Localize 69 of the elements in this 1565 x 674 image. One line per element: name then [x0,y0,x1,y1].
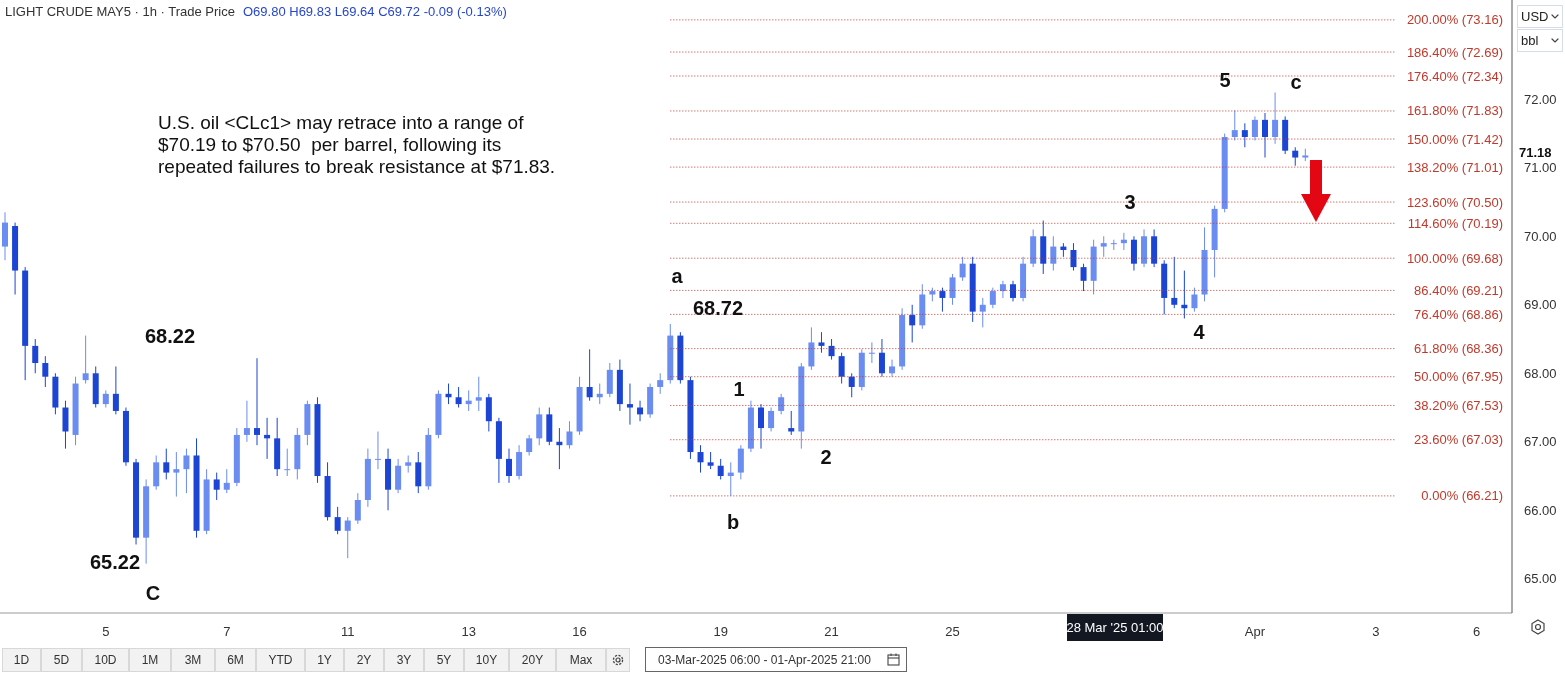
ref-line-label: 86.40% (69.21) [1414,282,1503,298]
y-tick-label: 67.00 [1524,434,1557,450]
chart-subtitle: O69.80 H69.83 L69.64 C69.72 -0.09 (-0.13%) [242,4,507,19]
x-tick-label: 21 [824,624,839,640]
range-button: 6M [215,648,256,672]
ref-line-label: 100.00% (69.68) [1406,250,1503,266]
range-button: 10Y [464,648,509,672]
x-tick-label: 25 [945,624,960,640]
x-tick-label: 16 [572,624,587,640]
ref-line-label: 176.40% (72.34) [1406,68,1503,84]
x-tick-label: 6 [1473,624,1481,640]
annotation: 2 [820,446,832,468]
x-tick-label: 5 [102,624,110,640]
crosshair-date-tag: 28 Mar '25 01:00 [1067,614,1163,641]
range-button: 1Y [305,648,344,672]
annotation: 5 [1219,69,1231,91]
annotation: U.S. oil <CLc1> may retrace into a range of $70.19 to $70.50 per barrel, following its repeated failures to break resistance at $71.83. [158,112,556,178]
annotation: 4 [1193,321,1205,343]
range-button: YTD [256,648,305,672]
x-tick-label: 3 [1372,624,1380,640]
currency-dropdown: USD [1517,5,1563,28]
range-button: Max [556,648,606,672]
range-button: 3Y [384,648,424,672]
annotation: 1 [733,378,745,400]
annotation: a [671,265,683,287]
range-button: 10D [82,648,129,672]
unit-dropdown: bbl [1517,29,1563,52]
x-tick-label: 13 [461,624,476,640]
y-tick-label: 65.00 [1524,571,1557,587]
text: 71.18 [1519,145,1552,160]
ref-line-label: 150.00% (71.42) [1406,131,1503,147]
x-tick-label: 7 [223,624,231,640]
y-tick-label: 70.00 [1524,228,1557,244]
chart-title: LIGHT CRUDE MAY5 · 1h · Trade Price [5,4,235,19]
annotation: 65.22 [89,551,141,573]
range-button: 20Y [509,648,556,672]
range-button: 1D [2,648,41,672]
range-button: 5Y [424,648,464,672]
ref-line-label: 61.80% (68.36) [1414,341,1503,357]
ref-line-label: 38.20% (67.53) [1414,397,1503,413]
ref-line-label: 0.00% (66.21) [1421,488,1503,504]
y-tick-label: 68.00 [1524,365,1557,381]
ref-line-label: 23.60% (67.03) [1414,432,1503,448]
y-tick-label: 66.00 [1524,502,1557,518]
ref-line-label: 186.40% (72.69) [1406,44,1503,60]
ref-line-label: 50.00% (67.95) [1414,369,1503,385]
range-button: 5D [41,648,82,672]
annotation: b [726,511,740,533]
annotation: C [145,582,161,604]
annotation: 3 [1124,191,1136,213]
date-range-field: 03-Mar-2025 06:00 - 01-Apr-2025 21:00 [645,647,907,672]
x-tick-label: 11 [341,624,355,640]
range-button: 1M [129,648,171,672]
annotation: 68.72 [692,297,744,319]
range-button: 2Y [344,648,384,672]
x-tick-label: 19 [713,624,728,640]
annotation: 68.22 [144,325,196,347]
range-button: 3M [171,648,215,672]
ref-line-label: 200.00% (73.16) [1406,12,1503,28]
y-tick-label: 69.00 [1524,297,1557,313]
ref-line-label: 161.80% (71.83) [1406,103,1503,119]
ref-line-label: 114.60% (70.19) [1407,215,1503,231]
ref-line-label: 123.60% (70.50) [1406,194,1503,210]
x-tick-label: Apr [1244,624,1266,640]
ref-line-label: 138.20% (71.01) [1406,159,1503,175]
ref-line-label: 76.40% (68.86) [1414,306,1503,322]
y-tick-label: 72.00 [1524,91,1557,107]
annotation: c [1290,71,1302,93]
y-tick-label: 71.00 [1524,160,1557,176]
